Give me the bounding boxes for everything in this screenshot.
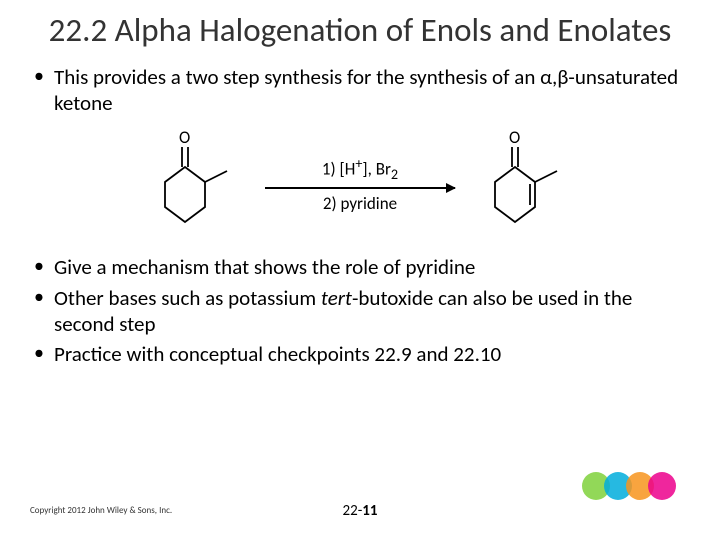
oxygen-label: O [179,127,190,148]
slide-body: This provides a two step synthesis for t… [0,58,720,368]
reagent-text: 1) [H [322,159,355,180]
reaction-arrow: 1) [H+], Br2 2) pyridine [265,155,455,214]
slide-title: 22.2 Alpha Halogenation of Enols and Eno… [0,0,720,58]
text-span: Other bases such as potassium [54,285,321,311]
reagent-text: ], Br [362,159,390,180]
page-digits: 11 [362,502,377,520]
reagent-bottom: 2) pyridine [323,193,397,214]
reagent-top: 1) [H+], Br2 [322,155,398,183]
oxygen-label: O [509,127,520,148]
decorative-circles [582,466,692,506]
reactant-structure: O [135,127,255,242]
copyright-text: Copyright 2012 John Wiley & Sons, Inc. [30,505,172,516]
bullet-item: This provides a two step synthesis for t… [30,64,690,117]
page-prefix: 22- [342,502,362,520]
bullet-item: Other bases such as potassium tert-butox… [30,285,690,338]
reaction-scheme: O 1) [H+], Br2 2) pyridine O [30,124,690,244]
bullet-item: Practice with conceptual checkpoints 22.… [30,341,690,367]
text-italic: tert [321,285,352,311]
bullet-item: Give a mechanism that shows the role of … [30,254,690,280]
page-number: 22-11 [342,502,377,520]
product-structure: O [465,127,585,242]
